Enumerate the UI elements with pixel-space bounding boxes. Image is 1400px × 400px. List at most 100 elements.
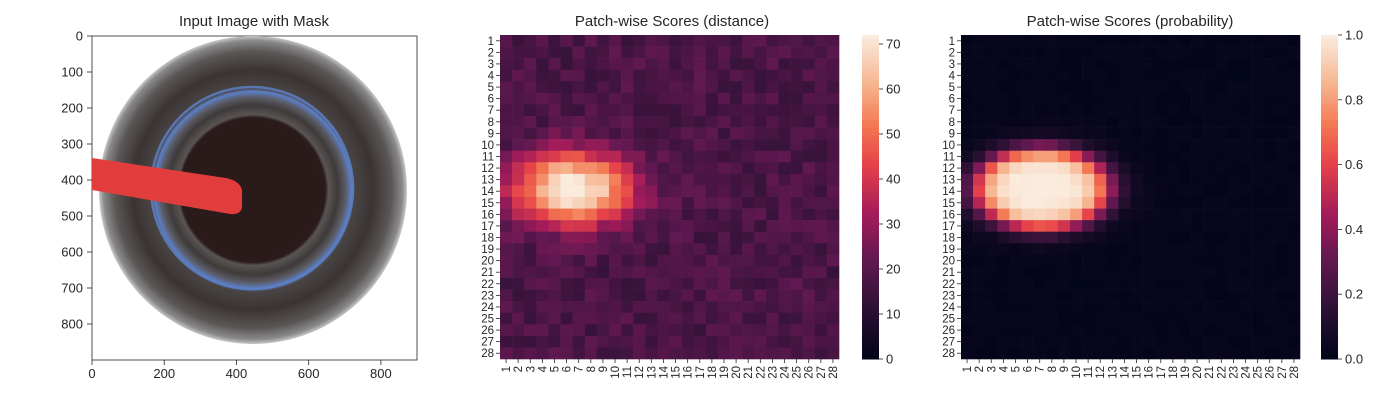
cup-center xyxy=(182,120,322,260)
heatmap-cell xyxy=(1069,220,1083,233)
heatmap-cell xyxy=(1275,162,1289,175)
heatmap-cell xyxy=(1251,139,1264,152)
colorbar-segment xyxy=(1321,253,1338,259)
heatmap-cell xyxy=(1166,347,1180,360)
heatmap-cell xyxy=(1118,127,1131,140)
heatmap-cell xyxy=(584,197,598,209)
heatmap-cell xyxy=(633,220,646,233)
x-tick-label: 24 xyxy=(780,365,792,378)
heatmap-cell xyxy=(985,208,998,221)
heatmap-cell xyxy=(1130,335,1143,348)
x-tick-label: 22 xyxy=(755,366,767,379)
x-tick-label: 25 xyxy=(792,366,804,379)
y-tick-label: 5 xyxy=(949,82,955,94)
heatmap-cell xyxy=(985,69,998,82)
heatmap-cell xyxy=(1009,243,1022,256)
heatmap-cell xyxy=(536,185,549,198)
heatmap-cell xyxy=(754,254,767,267)
heatmap-cell xyxy=(826,324,840,337)
heatmap-cell xyxy=(1203,58,1216,71)
heatmap-cell xyxy=(961,116,974,128)
heatmap-cell xyxy=(1021,116,1034,128)
heatmap-cell xyxy=(560,162,573,175)
colorbar-segment xyxy=(1321,168,1338,174)
heatmap-cell xyxy=(512,69,525,82)
heatmap-cell xyxy=(584,324,598,337)
colorbar-segment xyxy=(862,318,879,324)
heatmap-cell xyxy=(669,46,682,59)
heatmap-cell xyxy=(681,335,695,348)
heatmap-cell xyxy=(681,92,695,105)
heatmap-cell xyxy=(705,173,719,186)
heatmap-cell xyxy=(657,92,670,105)
heatmap-cell xyxy=(1178,220,1192,233)
heatmap-cell xyxy=(1227,266,1240,279)
heatmap-cell xyxy=(633,150,646,163)
heatmap-cell xyxy=(524,104,537,117)
heatmap-cell xyxy=(1178,58,1192,71)
heatmap-cell xyxy=(730,185,743,198)
heatmap-cell xyxy=(766,243,779,256)
heatmap-cell xyxy=(961,69,974,82)
heatmap-cell xyxy=(973,46,986,59)
heatmap-cell xyxy=(1033,162,1047,175)
heatmap-cell xyxy=(1118,185,1131,198)
heatmap-cell xyxy=(548,92,561,105)
heatmap-cell xyxy=(961,312,974,325)
heatmap-cell xyxy=(1154,116,1168,128)
heatmap-cell xyxy=(1142,208,1156,221)
heatmap-cell xyxy=(1033,289,1047,302)
heatmap-cell xyxy=(560,116,573,128)
colorbar-segment xyxy=(1321,197,1338,202)
heatmap-cell xyxy=(633,127,646,140)
heatmap-cell xyxy=(596,254,610,267)
heatmap-cell xyxy=(1287,197,1301,209)
colorbar-segment xyxy=(862,334,879,340)
heatmap-cell xyxy=(826,289,840,302)
heatmap-cell xyxy=(973,58,986,71)
heatmap-cell xyxy=(1045,150,1059,163)
heatmap-cell xyxy=(973,347,986,360)
heatmap-cell xyxy=(985,116,998,128)
heatmap-cell xyxy=(1203,92,1216,105)
heatmap-cell xyxy=(536,231,549,244)
heatmap-cell xyxy=(1094,208,1107,221)
heatmap-cell xyxy=(633,347,646,360)
heatmap-cell xyxy=(1191,92,1204,105)
heatmap-cell xyxy=(1033,139,1047,152)
heatmap-cell xyxy=(633,254,646,267)
heatmap-cell xyxy=(548,335,561,348)
heatmap-cell xyxy=(657,324,670,337)
heatmap-cell xyxy=(973,266,986,279)
heatmap-cell xyxy=(1094,116,1107,128)
heatmap-cell xyxy=(1178,162,1192,175)
heatmap-cell xyxy=(1130,231,1143,244)
heatmap-cell xyxy=(717,278,731,290)
heatmap-cell xyxy=(705,162,719,175)
heatmap-cell xyxy=(657,347,670,360)
heatmap-cell xyxy=(1021,150,1034,163)
heatmap-cell xyxy=(645,69,658,82)
heatmap-cell xyxy=(657,289,670,302)
y-tick-label: 25 xyxy=(481,314,494,326)
heatmap-cell xyxy=(1275,46,1289,59)
heatmap-cell xyxy=(536,312,549,325)
heatmap-cell xyxy=(1191,116,1204,128)
heatmap-cell xyxy=(669,254,682,267)
colorbar-tick-label: 70 xyxy=(886,37,900,52)
heatmap-cell xyxy=(560,208,573,221)
heatmap-cell xyxy=(973,231,986,244)
heatmap-cell xyxy=(560,312,573,325)
colorbar-segment xyxy=(1321,164,1338,170)
heatmap-cell xyxy=(536,197,549,209)
x-tick-label: 7 xyxy=(574,366,586,372)
heatmap-cell xyxy=(717,243,731,256)
heatmap-cell xyxy=(1106,185,1119,198)
heatmap-cell xyxy=(633,231,646,244)
heatmap-cell xyxy=(548,139,561,152)
heatmap-cell xyxy=(548,104,561,117)
colorbar-tick-label: 0 xyxy=(886,352,893,367)
heatmap-cell xyxy=(1033,266,1047,279)
colorbar-segment xyxy=(862,71,879,76)
heatmap-cell xyxy=(1045,104,1059,117)
